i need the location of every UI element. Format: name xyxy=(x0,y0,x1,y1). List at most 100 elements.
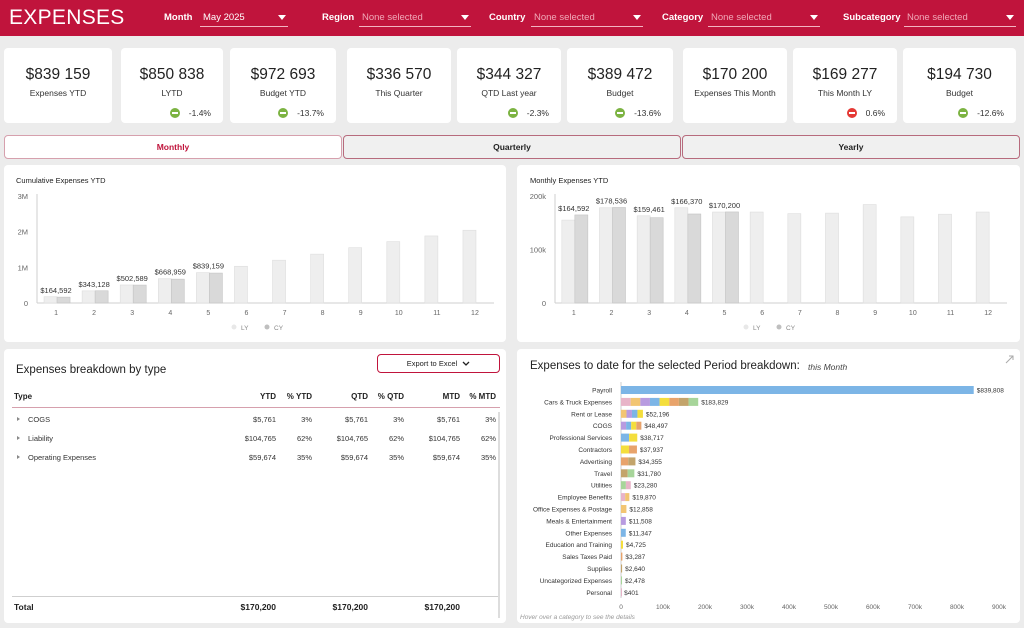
bar-ly[interactable] xyxy=(749,211,764,304)
bar-ly[interactable] xyxy=(975,211,990,304)
category-filter-select[interactable]: None selected xyxy=(708,9,820,27)
breakdown-bar-segment[interactable] xyxy=(621,481,626,490)
bar-ly[interactable] xyxy=(424,235,439,304)
expand-icon[interactable] xyxy=(1005,355,1014,364)
breakdown-bar-segment[interactable] xyxy=(631,409,638,418)
breakdown-bar-segment[interactable] xyxy=(621,516,626,525)
breakdown-bar-segment[interactable] xyxy=(631,421,637,430)
bar-ly[interactable] xyxy=(386,241,401,304)
breakdown-bar-segment[interactable] xyxy=(621,445,629,454)
col-header-pct-ytd[interactable]: % YTD xyxy=(286,392,312,401)
category-label[interactable]: Travel xyxy=(594,471,612,478)
bar-cy[interactable] xyxy=(574,214,589,304)
category-label[interactable]: Other Expenses xyxy=(565,530,612,537)
breakdown-bar-segment[interactable] xyxy=(621,457,629,466)
bar-ly[interactable] xyxy=(938,213,952,304)
breakdown-bar-segment[interactable] xyxy=(649,397,660,406)
tab-quarterly[interactable]: Quarterly xyxy=(343,135,681,159)
bar-cy[interactable] xyxy=(170,278,185,304)
table-scrollbar[interactable] xyxy=(498,412,500,618)
table-row-type[interactable]: COGS xyxy=(28,415,51,424)
breakdown-bar-segment[interactable] xyxy=(678,397,689,406)
breakdown-bar-segment[interactable] xyxy=(628,457,636,466)
bar-ly[interactable] xyxy=(348,247,363,304)
breakdown-bar-segment[interactable] xyxy=(628,445,637,454)
country-filter-select[interactable]: None selected xyxy=(531,9,643,27)
breakdown-bar-segment[interactable] xyxy=(621,564,623,573)
breakdown-bar-segment[interactable] xyxy=(688,397,699,406)
bar-cy[interactable] xyxy=(56,296,71,304)
breakdown-bar-segment[interactable] xyxy=(636,421,642,430)
breakdown-bar-segment[interactable] xyxy=(621,552,623,561)
expand-row-icon[interactable] xyxy=(17,436,20,440)
bar-ly[interactable] xyxy=(787,213,802,304)
tab-monthly[interactable]: Monthly xyxy=(4,135,342,159)
breakdown-bar-segment[interactable] xyxy=(621,493,626,502)
expand-row-icon[interactable] xyxy=(17,417,20,421)
col-header-mtd[interactable]: MTD xyxy=(442,392,460,401)
bar-cy[interactable] xyxy=(132,284,147,304)
breakdown-bar-segment[interactable] xyxy=(621,433,630,442)
bar-ly[interactable] xyxy=(462,229,477,304)
bar-cy[interactable] xyxy=(94,290,109,304)
breakdown-bar-segment[interactable] xyxy=(621,528,626,537)
bar-ly[interactable] xyxy=(561,219,576,304)
legend-label-ly[interactable]: LY xyxy=(241,325,249,332)
bar-ly[interactable] xyxy=(862,204,877,304)
bar-cy[interactable] xyxy=(209,272,223,304)
breakdown-bar-segment[interactable] xyxy=(640,397,650,406)
subcategory-filter-select[interactable]: None selected xyxy=(904,9,1016,27)
category-label[interactable]: Professional Services xyxy=(550,435,613,442)
table-row-type[interactable]: Liability xyxy=(28,434,54,443)
bar-ly[interactable] xyxy=(234,265,248,304)
breakdown-bar-segment[interactable] xyxy=(621,397,631,406)
col-header-pct-mtd[interactable]: % MTD xyxy=(469,392,496,401)
bar-ly[interactable] xyxy=(712,211,726,304)
category-label[interactable]: Sales Taxes Paid xyxy=(562,554,612,561)
col-header-ytd[interactable]: YTD xyxy=(260,392,276,401)
bar-ly[interactable] xyxy=(599,207,613,304)
bar-ly[interactable] xyxy=(310,253,324,304)
region-filter-select[interactable]: None selected xyxy=(359,9,471,27)
month-filter-select[interactable]: May 2025 xyxy=(200,9,288,27)
bar-ly[interactable] xyxy=(196,272,210,304)
breakdown-bar-segment[interactable] xyxy=(630,397,641,406)
category-label[interactable]: Supplies xyxy=(587,566,613,573)
breakdown-bar-segment[interactable] xyxy=(637,409,643,418)
breakdown-bar-segment[interactable] xyxy=(626,421,632,430)
category-label[interactable]: Office Expenses & Postage xyxy=(533,507,612,514)
breakdown-bar-segment[interactable] xyxy=(625,481,631,490)
breakdown-bar-segment[interactable] xyxy=(621,469,628,478)
category-label[interactable]: Meals & Entertainment xyxy=(546,518,612,525)
category-label[interactable]: Cars & Truck Expenses xyxy=(544,399,613,406)
breakdown-bar[interactable] xyxy=(621,386,974,394)
bar-cy[interactable] xyxy=(725,211,739,304)
category-label[interactable]: Utilities xyxy=(591,483,613,490)
category-label[interactable]: Uncategorized Expenses xyxy=(540,578,613,585)
breakdown-bar-segment[interactable] xyxy=(621,409,627,418)
legend-label-cy[interactable]: CY xyxy=(274,325,284,332)
breakdown-bar-segment[interactable] xyxy=(621,421,627,430)
expand-row-icon[interactable] xyxy=(17,455,20,459)
breakdown-bar-segment[interactable] xyxy=(621,540,623,549)
breakdown-bar-segment[interactable] xyxy=(659,397,670,406)
col-header-type[interactable]: Type xyxy=(14,392,33,401)
col-header-qtd[interactable]: QTD xyxy=(351,392,368,401)
legend-label-cy[interactable]: CY xyxy=(786,325,796,332)
legend-label-ly[interactable]: LY xyxy=(753,325,761,332)
bar-ly[interactable] xyxy=(157,278,172,304)
category-label[interactable]: COGS xyxy=(593,423,613,430)
bar-cy[interactable] xyxy=(612,207,626,304)
breakdown-bar-segment[interactable] xyxy=(621,588,622,597)
bar-cy[interactable] xyxy=(687,213,702,304)
bar-ly[interactable] xyxy=(43,296,58,304)
breakdown-bar-segment[interactable] xyxy=(625,493,630,502)
category-label[interactable]: Advertising xyxy=(580,459,613,466)
bar-ly[interactable] xyxy=(674,207,689,304)
table-row-type[interactable]: Operating Expenses xyxy=(28,453,96,462)
category-label[interactable]: Personal xyxy=(586,590,612,597)
bar-ly[interactable] xyxy=(272,259,286,304)
category-label[interactable]: Employee Benefits xyxy=(558,495,613,502)
category-label[interactable]: Rent or Lease xyxy=(571,411,612,418)
tab-yearly[interactable]: Yearly xyxy=(682,135,1020,159)
